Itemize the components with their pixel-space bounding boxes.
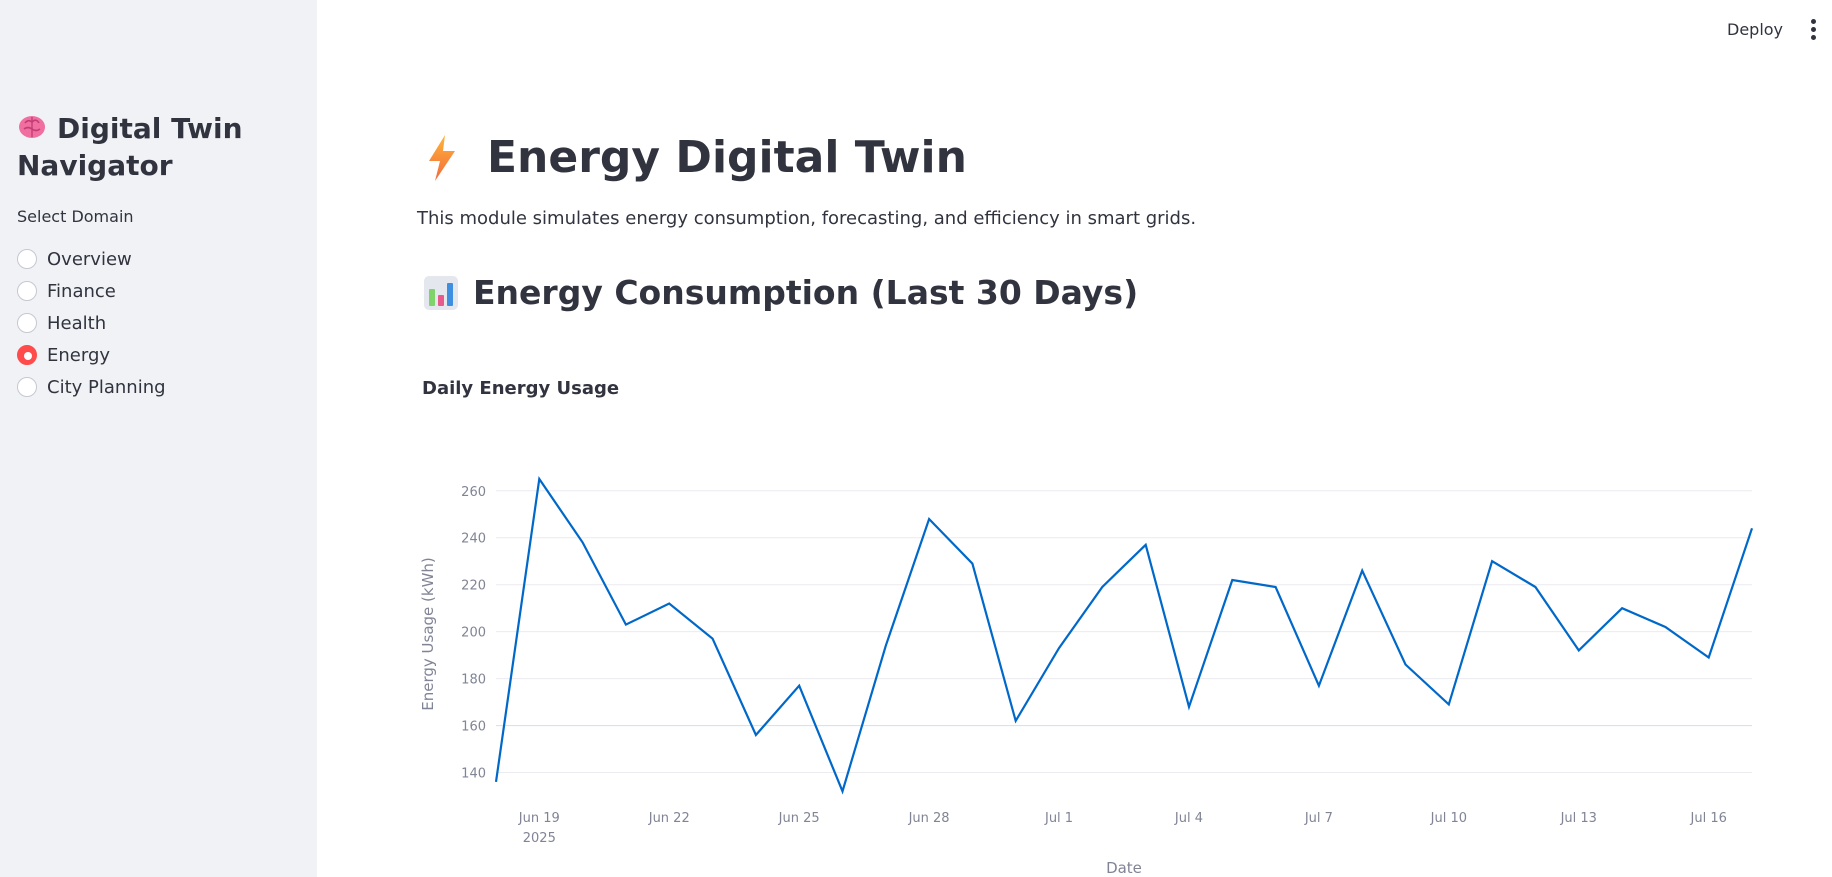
y-tick-label: 180 <box>461 673 486 688</box>
page-title: Energy Digital Twin <box>423 130 967 186</box>
chart-title: Daily Energy Usage <box>422 378 620 399</box>
radio-option-health[interactable]: Health <box>17 307 166 339</box>
y-tick-label: 200 <box>461 626 486 641</box>
sidebar-title: Digital Twin Navigator <box>17 110 287 184</box>
x-tick-label: Jul 13 <box>1560 811 1597 826</box>
x-tick-label: Jun 28 <box>908 811 950 826</box>
vertical-dots-icon[interactable] <box>1804 18 1822 42</box>
radio-option-finance[interactable]: Finance <box>17 275 166 307</box>
x-tick-label: Jun 25 <box>778 811 820 826</box>
x-tick-label: Jun 22 <box>648 811 690 826</box>
sidebar-title-text: Digital Twin Navigator <box>17 112 243 182</box>
y-tick-label: 240 <box>461 532 486 547</box>
brain-icon <box>19 116 45 138</box>
radio-circle[interactable] <box>17 345 37 365</box>
y-tick-label: 260 <box>461 485 486 500</box>
radio-group-label: Select Domain <box>17 207 134 226</box>
x-tick-label: Jul 1 <box>1044 811 1073 826</box>
section-title-text: Energy Consumption (Last 30 Days) <box>473 273 1139 312</box>
x-tick-label: Jul 4 <box>1174 811 1203 826</box>
radio-option-city-planning[interactable]: City Planning <box>17 371 166 403</box>
radio-circle[interactable] <box>17 281 37 301</box>
x-tick-label: Jul 10 <box>1430 811 1467 826</box>
x-tick-label: Jun 19 <box>518 811 560 826</box>
sidebar: Digital Twin Navigator Select Domain Ove… <box>0 0 317 877</box>
x-tick-sublabel: 2025 <box>523 831 556 846</box>
page-title-text: Energy Digital Twin <box>487 132 967 183</box>
y-tick-label: 140 <box>461 767 486 782</box>
x-axis-label: Date <box>1106 859 1142 877</box>
radio-circle[interactable] <box>17 249 37 269</box>
radio-circle[interactable] <box>17 313 37 333</box>
y-axis-label: Energy Usage (kWh) <box>419 557 437 711</box>
x-tick-label: Jul 7 <box>1304 811 1333 826</box>
x-tick-label: Jul 16 <box>1690 811 1727 826</box>
y-tick-label: 160 <box>461 720 486 735</box>
radio-option-label: City Planning <box>47 376 166 398</box>
radio-option-label: Overview <box>47 248 132 270</box>
page-description: This module simulates energy consumption… <box>417 208 1197 229</box>
y-tick-label: 220 <box>461 579 486 594</box>
radio-circle[interactable] <box>17 377 37 397</box>
deploy-button[interactable]: Deploy <box>1727 20 1784 39</box>
radio-option-label: Health <box>47 312 107 334</box>
radio-option-energy[interactable]: Energy <box>17 339 166 371</box>
series-line <box>494 476 1754 795</box>
radio-option-overview[interactable]: Overview <box>17 243 166 275</box>
section-title: Energy Consumption (Last 30 Days) <box>423 272 1138 314</box>
radio-option-label: Energy <box>47 344 111 366</box>
energy-usage-line-chart[interactable]: 140 160 180 200 220 240 260 Jun 19 2025 Jun 22 Jun… <box>410 450 1810 877</box>
lightning-icon <box>429 135 455 181</box>
bar-chart-icon <box>424 276 458 310</box>
domain-radio-group: Overview Finance Health Energy City Planning <box>17 243 166 403</box>
radio-option-label: Finance <box>47 280 116 302</box>
